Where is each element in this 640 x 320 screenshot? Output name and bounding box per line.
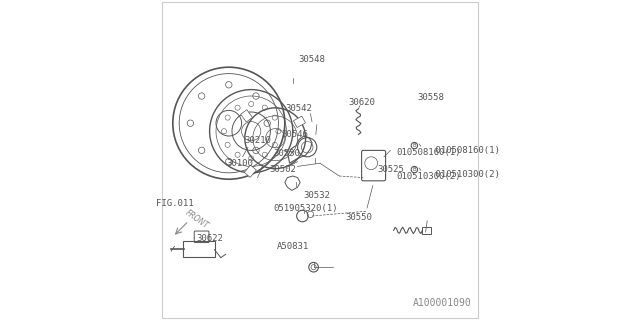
Text: 30542: 30542 (286, 104, 312, 113)
Bar (244, 165, 257, 177)
Text: B: B (413, 167, 416, 172)
Text: A100001090: A100001090 (413, 298, 472, 308)
Text: 30550: 30550 (345, 213, 372, 222)
Text: 30546: 30546 (281, 130, 308, 139)
Text: 30530: 30530 (273, 149, 300, 158)
Text: 30620: 30620 (348, 98, 375, 107)
Text: 30210: 30210 (244, 136, 271, 145)
Text: 30532: 30532 (303, 191, 330, 200)
Bar (241, 110, 253, 122)
Text: FRONT: FRONT (184, 208, 211, 230)
Text: 051905320(1): 051905320(1) (273, 204, 338, 212)
Text: B: B (413, 143, 416, 148)
Text: 30548: 30548 (299, 55, 325, 64)
Text: A50831: A50831 (276, 242, 309, 251)
Text: FIG.011: FIG.011 (156, 199, 193, 208)
Text: 30100: 30100 (227, 159, 253, 168)
Text: 30558: 30558 (417, 93, 444, 102)
Text: 30525: 30525 (377, 165, 404, 174)
Text: 010508160(1): 010508160(1) (397, 148, 461, 156)
Text: 010508160(1): 010508160(1) (430, 146, 500, 155)
Text: 010510300(2): 010510300(2) (430, 170, 500, 179)
Text: 30622: 30622 (196, 234, 223, 243)
Bar (293, 116, 305, 127)
Text: 010510300(2): 010510300(2) (397, 172, 461, 180)
Text: 30502: 30502 (270, 165, 296, 174)
